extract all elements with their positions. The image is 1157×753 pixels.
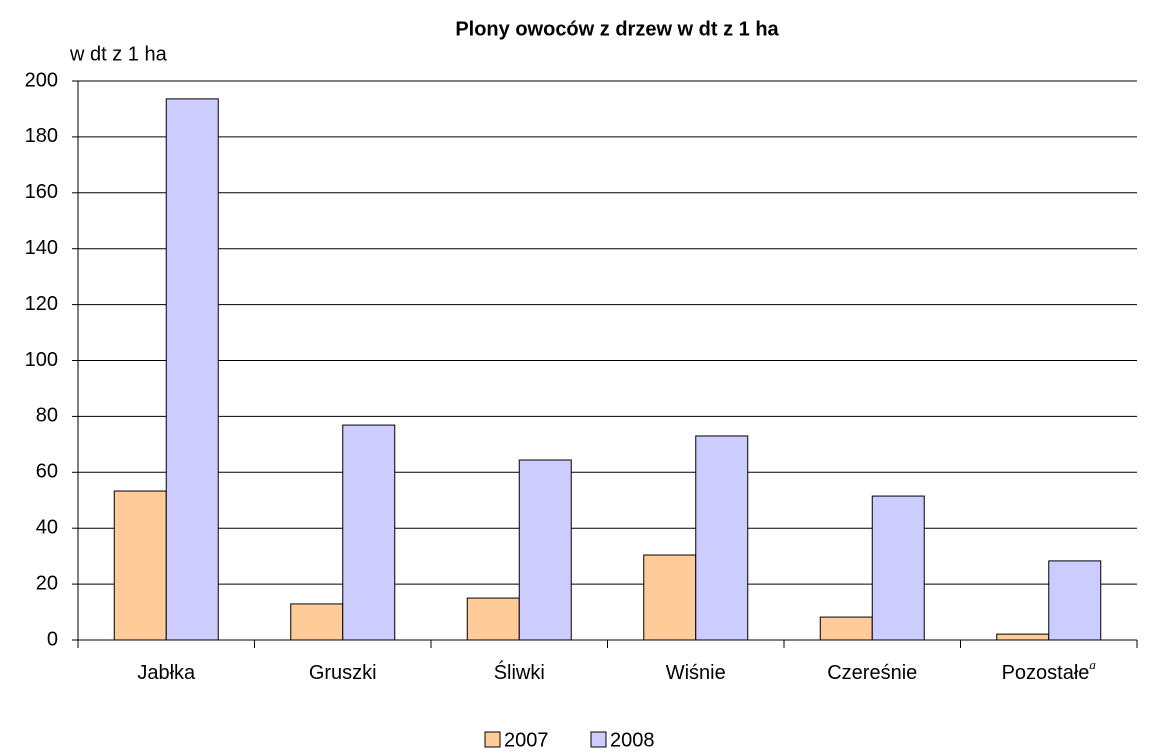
- bar: [165, 98, 219, 641]
- y-tick-label: 0: [47, 628, 58, 650]
- bar: [518, 459, 572, 641]
- category-name: Śliwki: [494, 660, 545, 684]
- category-name: Pozostałe: [1002, 662, 1090, 684]
- y-tick-label: 200: [25, 69, 58, 91]
- y-axis-label: w dt z 1 ha: [69, 43, 168, 65]
- chart-title: Plony owoców z drzew w dt z 1 ha: [455, 18, 779, 40]
- x-tick-label: Jabłka: [137, 662, 196, 684]
- category-name: Jabłka: [137, 662, 196, 684]
- legend-label: 2007: [504, 729, 549, 751]
- bar: [1048, 560, 1102, 641]
- y-tick-label: 160: [25, 181, 58, 203]
- x-tick-label: Czereśnie: [827, 662, 917, 684]
- y-tick-label: 180: [25, 125, 58, 147]
- y-tick-label: 100: [25, 349, 58, 371]
- bar: [643, 554, 697, 641]
- x-tick-label: Śliwki: [494, 660, 545, 684]
- bar: [819, 616, 873, 641]
- y-tick-label: 60: [36, 461, 58, 483]
- bar: [342, 424, 396, 641]
- legend-swatch: [590, 731, 607, 748]
- y-tick-label: 80: [36, 405, 58, 427]
- category-name: Wiśnie: [666, 662, 726, 684]
- category-superscript: a: [1089, 657, 1096, 672]
- x-tick-label: Pozostałea: [1002, 657, 1097, 684]
- y-tick-label: 120: [25, 293, 58, 315]
- x-tick-label: Gruszki: [309, 662, 377, 684]
- y-tick-label: 140: [25, 237, 58, 259]
- bar: [996, 633, 1050, 641]
- bar: [290, 603, 344, 641]
- y-tick-label: 20: [36, 572, 58, 594]
- bar: [871, 495, 925, 641]
- x-tick-label: Wiśnie: [666, 662, 726, 684]
- legend-swatch: [484, 731, 501, 748]
- bar: [113, 490, 167, 641]
- legend-label: 2008: [610, 729, 655, 751]
- category-name: Czereśnie: [827, 662, 917, 684]
- bar: [695, 435, 749, 641]
- category-name: Gruszki: [309, 662, 377, 684]
- bar: [466, 597, 520, 641]
- y-tick-label: 40: [36, 516, 58, 538]
